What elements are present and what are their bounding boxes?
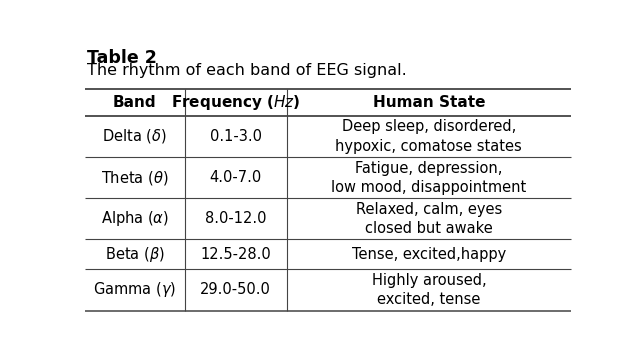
Text: 12.5-28.0: 12.5-28.0	[200, 247, 271, 262]
Text: 29.0-50.0: 29.0-50.0	[200, 283, 271, 297]
Text: Band: Band	[113, 95, 157, 110]
Text: 0.1-3.0: 0.1-3.0	[210, 129, 262, 144]
Text: Table 2: Table 2	[88, 49, 157, 67]
Text: The rhythm of each band of EEG signal.: The rhythm of each band of EEG signal.	[88, 62, 407, 78]
Text: Alpha ($\alpha$): Alpha ($\alpha$)	[100, 209, 169, 228]
Text: 4.0-7.0: 4.0-7.0	[209, 170, 262, 185]
Text: Delta ($\delta$): Delta ($\delta$)	[102, 127, 167, 146]
Text: Frequency ($\mathit{Hz}$): Frequency ($\mathit{Hz}$)	[171, 93, 300, 112]
Text: Theta ($\theta$): Theta ($\theta$)	[101, 169, 168, 187]
Text: Deep sleep, disordered,
hypoxic, comatose states: Deep sleep, disordered, hypoxic, comatos…	[335, 119, 522, 153]
Text: Human State: Human State	[372, 95, 485, 110]
Text: Beta ($\beta$): Beta ($\beta$)	[105, 245, 164, 264]
Text: Fatigue, depression,
low mood, disappointment: Fatigue, depression, low mood, disappoin…	[332, 160, 527, 195]
Text: Tense, excited,happy: Tense, excited,happy	[352, 247, 506, 262]
Text: Relaxed, calm, eyes
closed but awake: Relaxed, calm, eyes closed but awake	[356, 202, 502, 236]
Text: 8.0-12.0: 8.0-12.0	[205, 211, 266, 226]
Text: Gamma ($\gamma$): Gamma ($\gamma$)	[93, 280, 177, 300]
Text: Highly aroused,
excited, tense: Highly aroused, excited, tense	[372, 273, 486, 307]
